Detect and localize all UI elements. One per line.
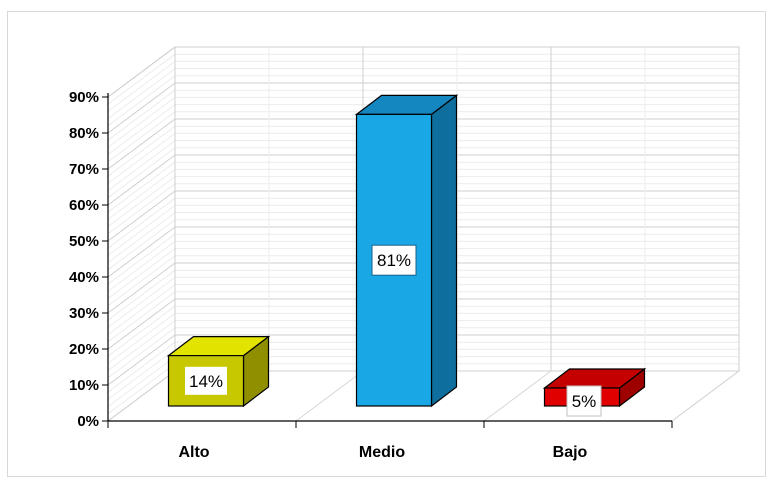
- y-tick-label: 0%: [77, 413, 99, 430]
- gridline-side: [107, 96, 176, 148]
- gridline-side: [107, 168, 176, 220]
- data-label-box: [371, 244, 417, 276]
- gridline-side: [107, 240, 176, 292]
- gridline-side: [107, 255, 176, 307]
- data-label: 5%: [572, 392, 597, 411]
- gridline-side: [107, 204, 176, 256]
- floor-line: [295, 370, 364, 422]
- floor-line: [107, 370, 176, 422]
- y-tick-label: 60%: [69, 197, 99, 214]
- y-axis-ticks: 0% 10% 20% 30% 40% 50% 60% 70% 80% 90%: [69, 89, 108, 430]
- gridline-side: [107, 298, 176, 350]
- data-label: 14%: [189, 372, 223, 391]
- y-tick-label: 40%: [69, 269, 99, 286]
- gridline-side: [107, 132, 176, 184]
- gridline-side: [107, 212, 176, 264]
- y-tick-label: 50%: [69, 233, 99, 250]
- gridline-side: [107, 118, 176, 170]
- floor-line: [483, 370, 552, 422]
- gridline-side: [107, 68, 176, 120]
- gridline-side: [107, 276, 176, 328]
- gridline-side: [107, 60, 176, 112]
- y-tick-label: 90%: [69, 89, 99, 106]
- gridline-side: [107, 320, 176, 372]
- gridline-side: [107, 262, 176, 314]
- gridline-side: [107, 284, 176, 336]
- floor-line: [671, 370, 740, 422]
- gridline-side: [107, 291, 176, 343]
- data-label: 81%: [377, 251, 411, 270]
- gridline-side: [107, 46, 176, 98]
- gridline-side: [107, 190, 176, 242]
- gridline-side: [107, 104, 176, 156]
- gridline-side: [107, 233, 176, 285]
- gridline-side: [107, 348, 176, 400]
- gridline-side: [107, 341, 176, 393]
- gridline-side: [107, 334, 176, 386]
- gridline-side: [107, 154, 176, 206]
- gridline-side: [107, 111, 176, 163]
- gridline-side: [107, 75, 176, 127]
- gridline-side: [107, 89, 176, 141]
- bar-side-face: [430, 94, 458, 408]
- gridline-side: [107, 197, 176, 249]
- gridline-side: [107, 219, 176, 271]
- y-tick-label: 80%: [69, 125, 99, 142]
- gridline-side: [107, 161, 176, 213]
- gridline-side: [107, 356, 176, 408]
- gridline-side: [107, 312, 176, 364]
- chart-bars: 14% 81% 5%: [166, 94, 647, 417]
- gridline-side: [107, 147, 176, 199]
- data-label-box: [566, 385, 602, 417]
- y-tick-label: 70%: [69, 161, 99, 178]
- x-tick-label: Medio: [359, 444, 405, 461]
- gridline-side: [107, 305, 176, 357]
- x-axis-ticks: Alto Medio Bajo: [107, 421, 673, 461]
- x-tick-label: Alto: [178, 444, 209, 461]
- bar-medio: 81%: [354, 94, 459, 408]
- gridline-side: [107, 176, 176, 228]
- gridline-side: [107, 269, 176, 321]
- gridline-side: [107, 183, 176, 235]
- gridline-side: [107, 327, 176, 379]
- gridline-side: [107, 248, 176, 300]
- gridline-side: [107, 125, 176, 177]
- chart-axes: [107, 93, 672, 422]
- gridline-side: [107, 140, 176, 192]
- gridline-side: [107, 53, 176, 105]
- y-tick-label: 20%: [69, 341, 99, 358]
- bar-bajo: 5%: [542, 367, 647, 417]
- y-tick-label: 10%: [69, 377, 99, 394]
- data-label-box: [183, 364, 229, 397]
- gridline-side: [107, 82, 176, 134]
- gridline-side: [107, 226, 176, 278]
- gridline-side: [107, 363, 176, 415]
- bar-alto: 14%: [166, 335, 271, 408]
- y-tick-label: 30%: [69, 305, 99, 322]
- x-tick-label: Bajo: [553, 444, 588, 461]
